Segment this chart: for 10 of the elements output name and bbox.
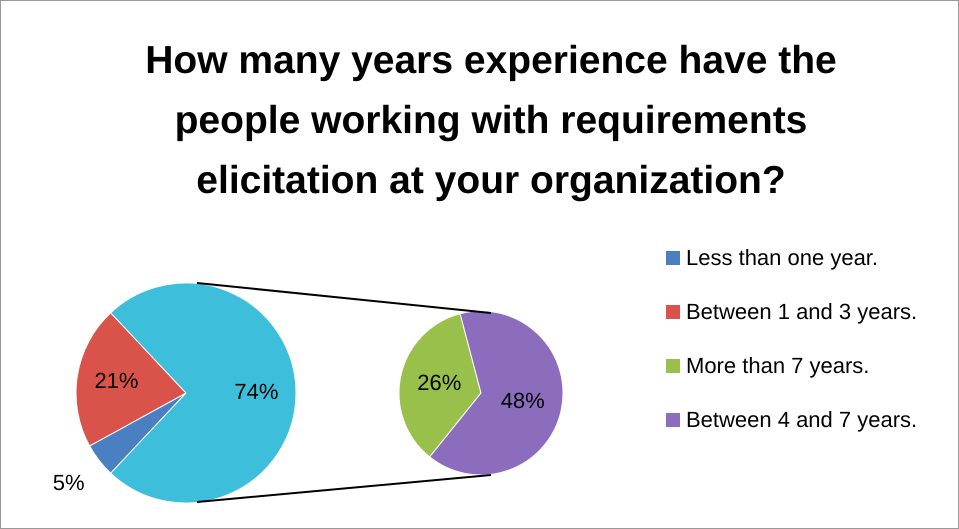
data-label: 21% — [94, 368, 138, 394]
data-label: 74% — [234, 379, 278, 404]
data-label: 48% — [500, 388, 545, 413]
legend-label: Between 4 and 7 years. — [686, 407, 918, 433]
data-label: 26% — [417, 370, 462, 396]
legend-label: More than 7 years. — [686, 353, 870, 379]
legend-label: Between 1 and 3 years. — [686, 299, 918, 325]
chart-title: How many years experience have the people working with requirements elicitation at your organization? — [144, 38, 838, 204]
data-label: 5% — [52, 470, 85, 496]
legend-label: Less than one year. — [686, 245, 878, 271]
